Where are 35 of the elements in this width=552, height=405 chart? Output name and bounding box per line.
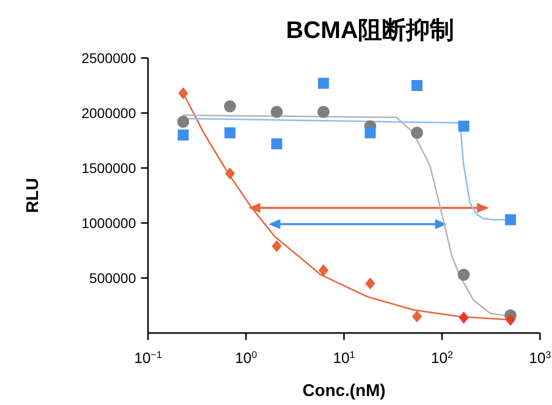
y-tick-label: 1500000 (81, 160, 136, 176)
y-tick-label: 500000 (89, 270, 136, 286)
point (506, 314, 516, 326)
point (364, 127, 376, 138)
y-axis-title: RLU (23, 178, 42, 213)
y-tick-label: 1000000 (81, 215, 136, 231)
point (318, 78, 329, 89)
point (178, 130, 189, 140)
x-tick-label: 10$^{−1}$ (134, 350, 162, 367)
y-tick-label: 2000000 (81, 105, 136, 121)
point (411, 80, 422, 91)
point (272, 240, 282, 252)
x-axis-title: Conc.(nM) (302, 381, 386, 400)
x-tick-label: 10$^{1}$ (332, 350, 356, 367)
point (178, 87, 188, 100)
point (458, 312, 469, 324)
point (177, 116, 190, 128)
point (224, 127, 236, 138)
point (458, 268, 470, 281)
chart-title: BCMA阻断抑制 (286, 17, 454, 44)
point (318, 264, 328, 276)
point (270, 106, 283, 118)
point (458, 120, 470, 132)
point (412, 310, 422, 322)
point (317, 106, 330, 118)
point (224, 168, 235, 180)
point (271, 138, 282, 150)
x-tick-label: 10$^{0}$ (234, 350, 258, 367)
point (505, 214, 516, 226)
point (224, 100, 236, 112)
point (410, 126, 423, 139)
y-tick-label: 2500000 (81, 50, 136, 66)
x-tick-label: 10$^{3}$ (528, 350, 552, 367)
point (365, 278, 376, 290)
x-tick-label: 10$^{2}$ (430, 350, 454, 367)
